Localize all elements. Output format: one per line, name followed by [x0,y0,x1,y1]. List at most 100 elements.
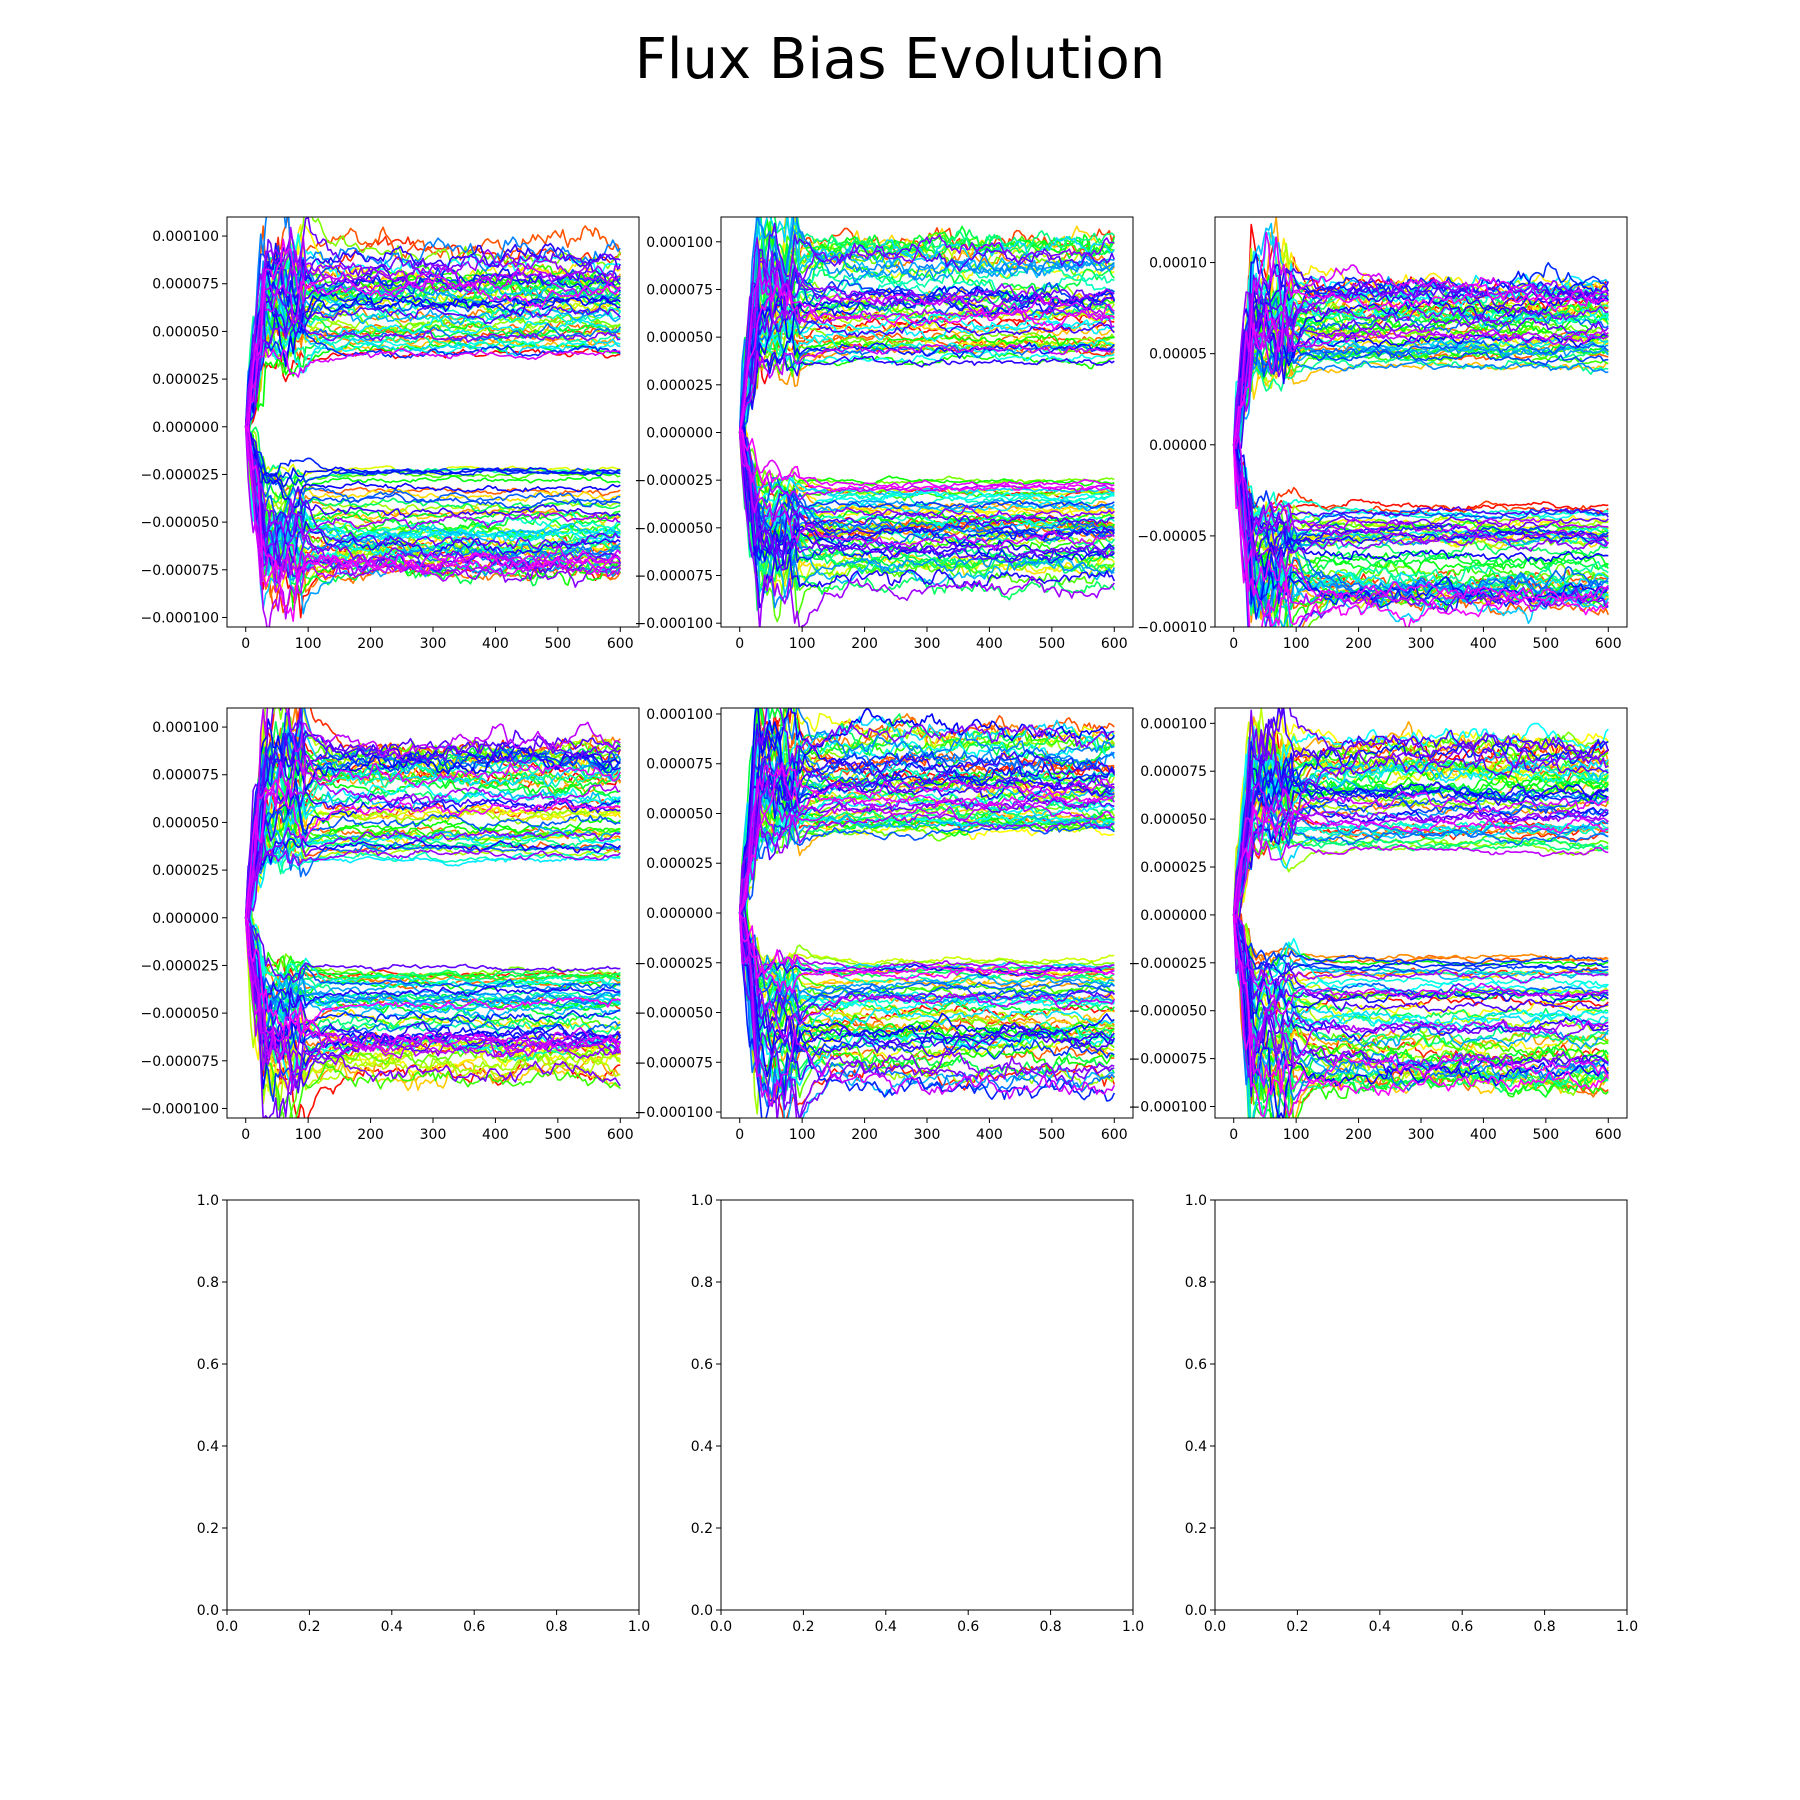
series-line [245,346,621,428]
y-tick-label: −0.000075 [140,563,219,579]
x-tick-label: 100 [1283,636,1310,652]
series-line [1232,444,1609,627]
series-line [739,429,1115,540]
y-tick-label: 0.000050 [152,815,219,831]
series-line [245,226,621,428]
series-line [244,788,621,925]
series-line [1232,350,1609,446]
series-line [1232,799,1609,916]
series-line [1232,708,1609,929]
series-line [1232,444,1609,616]
y-tick-label: 1.0 [197,1193,219,1209]
series-line [1232,766,1609,916]
series-line [738,912,1115,982]
series-line [1232,914,1609,982]
x-tick-label: 200 [1345,636,1372,652]
subplot-row1-col3: 0 100 200 300 400 500 600 0.00010 0.00005 0.00000… [1137,216,1628,652]
series-line [1232,434,1609,604]
series-line [245,913,621,984]
series-line [244,256,621,427]
y-tick-label: −0.000025 [140,467,219,483]
x-tick-label: 300 [914,636,941,652]
x-tick-label: 600 [1101,1127,1128,1143]
series-line [738,432,1115,564]
x-tick-label: 400 [482,1127,509,1143]
series-line [245,299,621,428]
series-line [738,432,1115,549]
series-line [244,917,621,1099]
series-line [244,426,621,568]
series-line [244,848,621,919]
y-tick-label: −0.000025 [634,956,713,972]
y-tick-label: 0.000100 [152,229,219,245]
series-line [1232,721,1610,915]
series-line [244,824,621,918]
series-line [244,718,621,918]
series-line [1232,914,1609,1078]
series-line [738,332,1115,433]
y-tick-label: −0.000075 [1128,1052,1207,1068]
x-tick-label: 0.8 [545,1619,567,1635]
series-line [738,912,1115,1118]
series-line [244,917,621,995]
series-line [738,217,1115,433]
series-line [738,351,1115,433]
series-line [1232,793,1609,922]
series-line [1232,444,1609,519]
y-tick-label: −0.00010 [1137,620,1207,636]
series-line [244,917,622,1069]
y-tick-label: 0.2 [691,1521,713,1537]
series-line [244,917,621,982]
series-line [244,782,621,931]
x-tick-label: 100 [789,1127,816,1143]
y-tick-label: 0.000000 [646,425,713,441]
x-tick-label: 300 [1408,636,1435,652]
series-line [1232,429,1609,605]
series-line [244,745,621,918]
series-line [1232,836,1609,916]
series-line [1233,789,1609,918]
series-line [244,917,621,1020]
series-line [244,426,621,541]
series-line [244,289,621,427]
series-line [1232,914,1610,1117]
series-line [244,419,621,566]
y-tick-label: 0.000000 [646,906,713,922]
series-line [244,315,621,428]
series-line [245,754,622,919]
series-line [1233,913,1609,969]
series-line [1232,444,1609,602]
series-line [244,426,622,627]
series-line [244,917,621,1052]
x-tick-label: 0.8 [1039,1619,1061,1635]
series-line [1233,441,1609,624]
series-line [244,277,621,427]
series-line [244,917,621,1031]
series-line [738,284,1115,433]
series-line [244,826,621,926]
series-line [738,432,1115,627]
x-tick-label: 300 [914,1127,941,1143]
x-tick-label: 500 [1038,1127,1065,1143]
series-line [739,912,1115,971]
y-tick-label: 0.4 [691,1439,713,1455]
series-line [1232,820,1609,916]
y-tick-label: 0.4 [1185,1439,1207,1455]
y-tick-label: 0.0 [691,1603,713,1619]
x-tick-label: 600 [1101,636,1128,652]
subplot-row3-col2: 0.0 0.2 0.4 0.6 0.8 1.0 0.0 0.2 0.4 0.6 0.8 1.0 [691,1193,1144,1635]
series-line [1233,337,1609,447]
series-line [1233,768,1609,916]
series-line [1232,444,1609,540]
series-line [244,242,622,439]
x-tick-label: 600 [607,636,634,652]
x-tick-label: 0.4 [381,1619,403,1635]
series-line [738,708,1115,914]
series-line [1232,805,1609,915]
series-line [738,708,1115,914]
series-line [738,708,1116,914]
series-line [739,906,1115,1081]
y-tick-label: 0.000050 [646,806,713,822]
series-line [245,425,621,622]
